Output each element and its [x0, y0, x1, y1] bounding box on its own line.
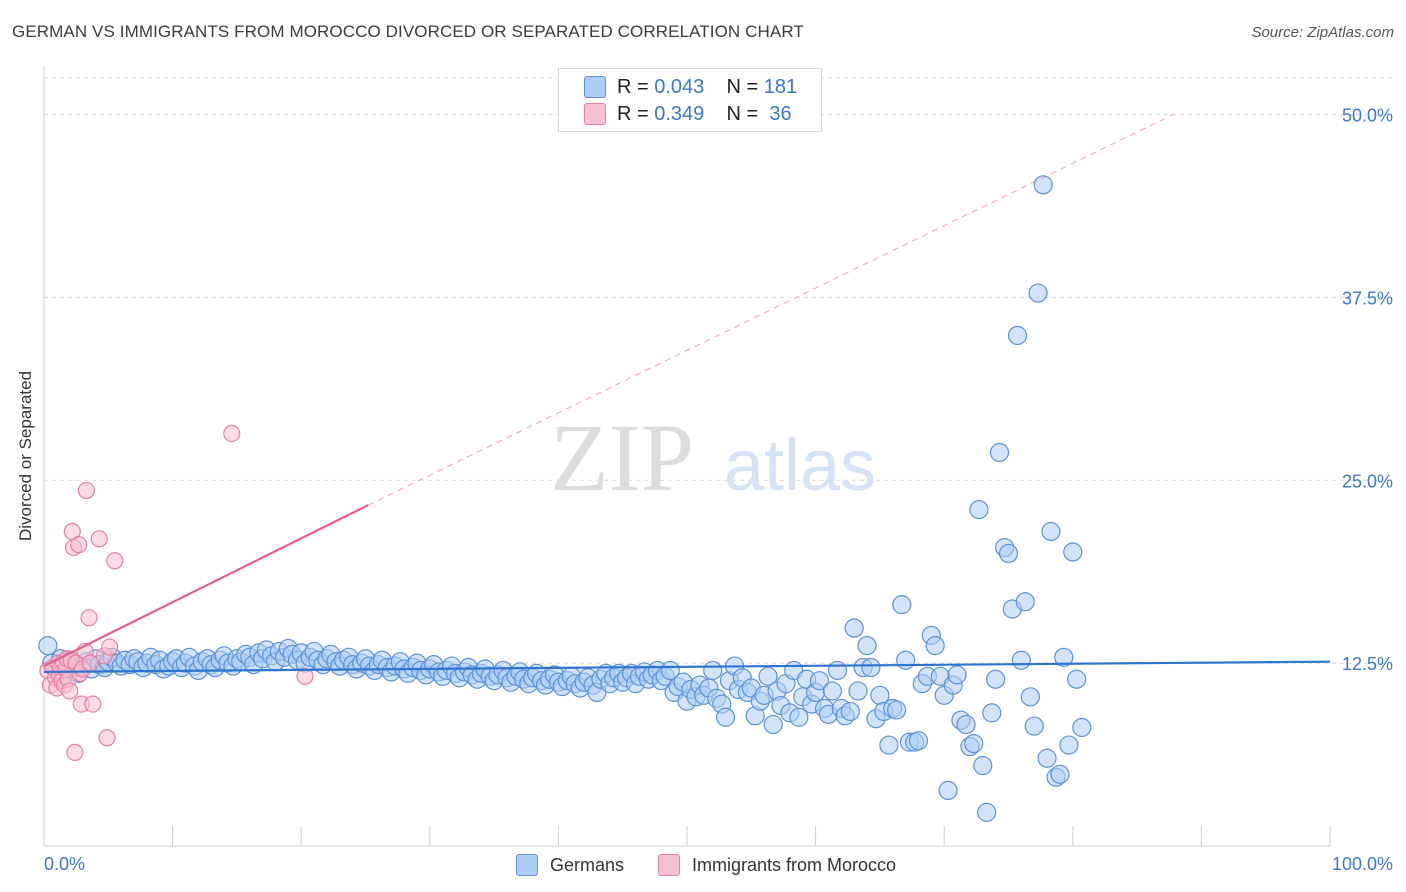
grid-lines [44, 77, 1394, 664]
morocco-trend-line [43, 504, 369, 668]
r-label: R = [617, 75, 655, 98]
watermark-zip: ZIP [550, 404, 694, 511]
legend-item-morocco[interactable]: Immigrants from Morocco [658, 852, 896, 878]
germans-point [973, 755, 993, 776]
germans-legend-swatch [516, 854, 538, 876]
germans-point [989, 442, 1010, 463]
germans-point [1024, 716, 1044, 736]
germans-legend-label: Germans [550, 854, 625, 875]
correlation-legend: R = 0.043 N = 181 R = 0.349 N = 36 [558, 68, 822, 132]
legend-row-morocco: R = 0.349 N = 36 [584, 101, 792, 127]
germans-point [809, 671, 830, 691]
x-tick-label: 100.0% [1332, 854, 1393, 874]
germans-point [1041, 521, 1061, 542]
germans-point [1015, 592, 1035, 612]
r-value: 0.043 [654, 75, 705, 98]
y-tick-label: 25.0% [1342, 471, 1393, 491]
germans-point [977, 802, 997, 822]
germans-point [1072, 717, 1092, 738]
germans-point [998, 543, 1019, 564]
germans-point [861, 657, 881, 678]
germans-point [1028, 283, 1048, 303]
germans-point [982, 703, 1002, 723]
y-tick-label: 37.5% [1342, 288, 1393, 308]
morocco-point [61, 682, 79, 700]
germans-point [1020, 687, 1040, 707]
source-label: Source: ZipAtlas.com [1251, 24, 1394, 41]
germans-point [964, 733, 984, 754]
n-label: N = [726, 75, 764, 98]
germans-point [763, 714, 783, 735]
morocco-point [100, 638, 119, 656]
morocco-point [81, 654, 99, 672]
watermark-atlas: atlas [724, 426, 876, 506]
germans-point [879, 735, 899, 755]
germans-point [1033, 175, 1053, 195]
germans-point [1054, 647, 1074, 667]
germans-point [938, 780, 958, 801]
germans-point [827, 660, 848, 681]
y-tick-label: 12.5% [1342, 654, 1393, 674]
germans-point [925, 635, 945, 656]
morocco-point [90, 530, 108, 548]
legend-row-germans: R = 0.043 N = 181 [584, 74, 798, 100]
x-tick-label: 0.0% [44, 854, 85, 874]
morocco-swatch [584, 103, 606, 125]
morocco-point [70, 536, 88, 554]
germans-point [1007, 325, 1028, 346]
n-label: N = [726, 102, 764, 125]
morocco-point [80, 609, 98, 627]
germans-point [1067, 669, 1087, 689]
germans-swatch [584, 76, 606, 98]
morocco-point [296, 667, 314, 685]
morocco-point [98, 729, 116, 747]
germans-point [956, 714, 976, 735]
germans-point [892, 595, 912, 615]
germans-point [1050, 764, 1070, 784]
morocco-points [39, 424, 314, 761]
n-value: 36 [763, 102, 792, 125]
germans-trend-line [43, 660, 1331, 674]
germans-point [887, 700, 907, 720]
germans-point [986, 669, 1006, 689]
germans-point [822, 681, 842, 701]
n-value: 181 [763, 75, 798, 98]
tick-labels: 12.5% 25.0% 37.5% 50.0% 0.0% 100.0% [44, 106, 1393, 874]
chart-title: GERMAN VS IMMIGRANTS FROM MOROCCO DIVORC… [12, 22, 804, 41]
germans-point [844, 618, 864, 638]
legend-item-germans[interactable]: Germans [516, 852, 624, 878]
morocco-point [106, 552, 124, 570]
morocco-point [66, 743, 84, 761]
germans-point [1011, 650, 1031, 670]
germans-point [758, 666, 778, 686]
germans-point [1063, 542, 1083, 562]
germans-point [1059, 735, 1079, 755]
germans-point [703, 660, 723, 681]
r-label: R = [617, 102, 655, 125]
r-value: 0.349 [654, 102, 705, 125]
morocco-point [223, 424, 241, 443]
morocco-legend-label: Immigrants from Morocco [692, 854, 897, 875]
germans-point [947, 665, 967, 685]
trend-lines [43, 114, 1331, 674]
y-tick-label: 50.0% [1342, 106, 1393, 126]
morocco-point [84, 695, 102, 713]
germans-point [715, 707, 736, 727]
germans-point [789, 707, 809, 727]
germans-point [896, 650, 916, 670]
morocco-point [77, 481, 96, 500]
germans-point [908, 731, 929, 751]
germans-point [857, 635, 877, 656]
morocco-legend-swatch [658, 854, 680, 876]
germans-point [1037, 748, 1057, 768]
germans-point [969, 499, 989, 520]
germans-point [848, 681, 868, 701]
germans-point [840, 701, 860, 722]
axes [43, 66, 1331, 847]
series-legend: Germans Immigrants from Morocco [0, 852, 1406, 878]
